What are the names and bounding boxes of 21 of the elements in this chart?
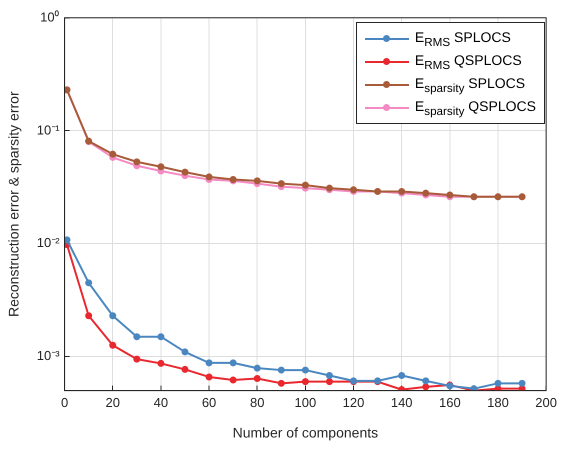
legend-label: E$_{sparsity}$ SPLOCS [414, 74, 526, 94]
y-axis-title: Reconstruction error & sparsity error [5, 91, 22, 318]
y-tick-label: 10⁻¹ [36, 122, 60, 138]
x-tick-label: 20 [106, 394, 120, 410]
x-tick-label: 160 [438, 394, 461, 410]
legend-label: E$_{RMS}$ QSPLOCS [414, 52, 522, 72]
x-tick-label: 120 [342, 394, 364, 410]
y-tick-label: 10⁰ [40, 9, 60, 24]
x-tick-label: 0 [60, 394, 68, 410]
x-tick-label: 60 [202, 394, 216, 410]
x-tick-label: 100 [294, 394, 316, 410]
x-tick-label: 80 [250, 394, 264, 410]
x-tick-label: 140 [390, 394, 413, 410]
x-tick-label: 200 [535, 394, 558, 410]
legend-label: E$_{sparsity}$ QSPLOCS [414, 98, 536, 118]
x-tick-label: 180 [487, 394, 509, 410]
y-tick-label: 10⁻³ [36, 348, 60, 364]
y-tick-label: 10⁻² [36, 235, 60, 250]
x-tick-label: 40 [154, 394, 168, 410]
legend-label: E$_{RMS}$ SPLOCS [414, 28, 511, 48]
x-axis-title: Number of components [232, 424, 378, 440]
